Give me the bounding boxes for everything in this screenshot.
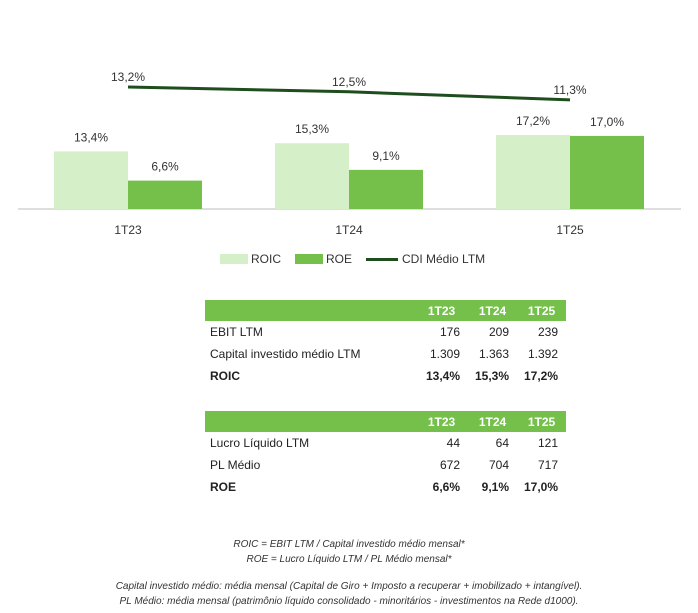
x-tick-label-1t23: 1T23 [114, 223, 142, 237]
row-label: EBIT LTM [210, 325, 263, 339]
legend-item-roe: ROE [295, 252, 352, 266]
legend-label-cdi: CDI Médio LTM [402, 252, 486, 266]
roic-roe-chart: 13,4% 6,6% 1T23 15,3% 9,1% 1T24 17,2% 17,0% 1T25… [18, 70, 681, 237]
cell-value: 6,6% [432, 480, 460, 494]
legend-item-cdi: CDI Médio LTM [366, 252, 485, 266]
cell-value: 176 [439, 325, 460, 339]
bar-roic-1t23 [54, 151, 128, 209]
table-row: Capital investido médio LTM 1.309 1.363 … [205, 343, 566, 365]
cell-value: 44 [446, 436, 460, 450]
legend-label-roic: ROIC [251, 252, 281, 266]
legend-item-roic: ROIC [220, 252, 281, 266]
table-row: PL Médio 672 704 717 [205, 454, 566, 476]
legend-swatch-cdi [366, 257, 399, 261]
cell-value: 1.309 [429, 347, 460, 361]
cell-value: 9,1% [481, 480, 509, 494]
roe-header-blank [205, 411, 415, 432]
data-label-roic-1t23: 13,4% [74, 130, 108, 144]
roe-table-header: 1T23 1T24 1T25 [205, 411, 566, 432]
x-tick-label-1t24: 1T24 [335, 223, 363, 237]
data-label-roic-1t24: 15,3% [295, 122, 329, 136]
roic-header-1t24: 1T24 [468, 300, 517, 321]
legend-label-roe: ROE [326, 252, 353, 266]
roe-header-1t23: 1T23 [415, 411, 468, 432]
chart-legend: ROIC ROE CDI Médio LTM [220, 252, 499, 266]
cell-value: 121 [537, 436, 558, 450]
row-label: PL Médio [210, 458, 261, 472]
formula-roe: ROE = Lucro Líquido LTM / PL Médio mensa… [246, 554, 452, 565]
cell-value: 704 [488, 458, 509, 472]
legend-swatch-roe [295, 254, 323, 264]
formula-notes: ROIC = EBIT LTM / Capital investido médi… [0, 537, 698, 567]
roic-table-header: 1T23 1T24 1T25 [205, 300, 566, 321]
cell-value: 64 [495, 436, 509, 450]
row-label: Lucro Líquido LTM [210, 436, 310, 450]
formula-roic: ROIC = EBIT LTM / Capital investido médi… [233, 539, 465, 550]
bar-roic-1t25 [496, 135, 570, 209]
bar-roe-1t25 [570, 135, 644, 209]
cell-value: 13,4% [425, 369, 460, 383]
data-label-roe-1t23: 6,6% [151, 160, 179, 174]
definition-capital: Capital investido médio: média mensal (C… [115, 581, 583, 592]
roic-header-1t23: 1T23 [415, 300, 468, 321]
bar-roic-1t24 [275, 143, 349, 209]
x-tick-label-1t25: 1T25 [556, 223, 584, 237]
cell-value: 672 [439, 458, 460, 472]
table-row: Lucro Líquido LTM 44 64 121 [205, 432, 566, 454]
roic-table: 1T23 1T24 1T25 EBIT LTM 176 209 239 Capi… [205, 300, 566, 387]
cell-value: 15,3% [474, 369, 509, 383]
roic-header-1t25: 1T25 [517, 300, 566, 321]
roe-header-1t24: 1T24 [468, 411, 517, 432]
roic-header-blank [205, 300, 415, 321]
data-label-roe-1t25: 17,0% [590, 115, 624, 129]
definition-notes: Capital investido médio: média mensal (C… [0, 579, 698, 609]
legend-swatch-roic [220, 254, 248, 264]
row-label: ROIC [210, 369, 240, 383]
definition-pl: PL Médio: média mensal (patrimônio líqui… [119, 596, 579, 607]
cell-value: 1.363 [478, 347, 509, 361]
cell-value: 1.392 [527, 347, 558, 361]
roe-table: 1T23 1T24 1T25 Lucro Líquido LTM 44 64 1… [205, 411, 566, 498]
cell-value: 17,0% [523, 480, 558, 494]
data-label-roe-1t24: 9,1% [372, 149, 400, 163]
cell-value: 717 [537, 458, 558, 472]
row-label: ROE [210, 480, 237, 494]
data-label-cdi-1t24: 12,5% [332, 75, 366, 89]
cdi-line [127, 85, 571, 102]
data-label-roic-1t25: 17,2% [516, 114, 550, 128]
roe-header-1t25: 1T25 [517, 411, 566, 432]
cell-value: 17,2% [523, 369, 558, 383]
data-label-cdi-1t25: 11,3% [553, 83, 586, 97]
bar-roe-1t24 [349, 169, 423, 209]
bar-roe-1t23 [128, 180, 202, 209]
table-row: EBIT LTM 176 209 239 [205, 321, 566, 343]
cell-value: 209 [488, 325, 509, 339]
cell-value: 239 [537, 325, 558, 339]
table-row-total: ROIC 13,4% 15,3% 17,2% [205, 365, 566, 387]
table-row-total: ROE 6,6% 9,1% 17,0% [205, 476, 566, 498]
data-label-cdi-1t23: 13,2% [111, 70, 145, 84]
row-label: Capital investido médio LTM [210, 347, 361, 361]
